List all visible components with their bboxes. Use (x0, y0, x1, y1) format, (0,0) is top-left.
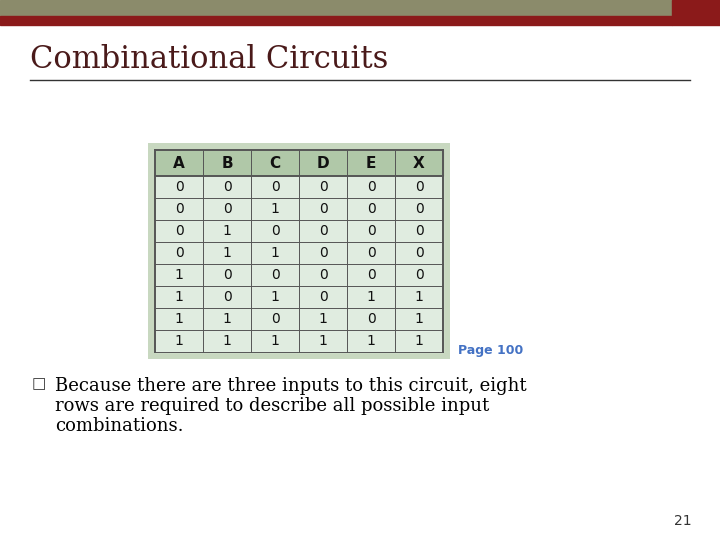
Text: 0: 0 (366, 224, 375, 238)
Bar (155, 308, 443, 330)
Text: 1: 1 (271, 334, 279, 348)
Text: 0: 0 (175, 224, 184, 238)
Text: 0: 0 (175, 180, 184, 194)
Text: 1: 1 (174, 268, 184, 282)
Text: 0: 0 (415, 268, 423, 282)
Text: 0: 0 (222, 290, 231, 304)
Text: 1: 1 (318, 312, 328, 326)
Text: 0: 0 (271, 224, 279, 238)
Text: 0: 0 (415, 246, 423, 260)
Text: combinations.: combinations. (55, 417, 184, 435)
Text: 1: 1 (366, 334, 375, 348)
Text: 1: 1 (318, 334, 328, 348)
Text: 0: 0 (222, 180, 231, 194)
Bar (155, 150, 443, 176)
Text: 0: 0 (319, 290, 328, 304)
Text: 0: 0 (271, 268, 279, 282)
Text: 0: 0 (175, 246, 184, 260)
Text: 1: 1 (415, 290, 423, 304)
Text: 1: 1 (415, 312, 423, 326)
Text: 1: 1 (174, 290, 184, 304)
Text: C: C (269, 156, 281, 171)
Text: E: E (366, 156, 376, 171)
Bar (155, 176, 443, 198)
Text: Combinational Circuits: Combinational Circuits (30, 44, 388, 75)
Bar (148, 143, 450, 359)
Text: 0: 0 (415, 180, 423, 194)
Text: Because there are three inputs to this circuit, eight: Because there are three inputs to this c… (55, 377, 526, 395)
Bar (155, 220, 443, 242)
Text: B: B (221, 156, 233, 171)
Text: 0: 0 (366, 246, 375, 260)
Text: 1: 1 (174, 312, 184, 326)
Text: 0: 0 (366, 312, 375, 326)
Text: 0: 0 (319, 202, 328, 216)
Text: 0: 0 (271, 312, 279, 326)
Text: 0: 0 (222, 268, 231, 282)
Text: rows are required to describe all possible input: rows are required to describe all possib… (55, 397, 490, 415)
Bar (155, 330, 443, 352)
Text: 21: 21 (675, 514, 692, 528)
Bar (672, 0, 720, 25)
Text: 0: 0 (319, 180, 328, 194)
Text: 1: 1 (366, 290, 375, 304)
Text: 0: 0 (415, 202, 423, 216)
Text: A: A (173, 156, 185, 171)
Text: 1: 1 (271, 202, 279, 216)
Text: 1: 1 (271, 290, 279, 304)
Text: D: D (317, 156, 329, 171)
Text: 0: 0 (222, 202, 231, 216)
Bar (155, 198, 443, 220)
Text: 1: 1 (222, 224, 231, 238)
Text: 0: 0 (319, 268, 328, 282)
Text: 0: 0 (366, 202, 375, 216)
Bar (0, 16, 672, 25)
Bar (155, 264, 443, 286)
Text: 1: 1 (222, 312, 231, 326)
Text: 0: 0 (366, 268, 375, 282)
Bar (0, 0, 672, 16)
Text: 1: 1 (271, 246, 279, 260)
Text: X: X (413, 156, 425, 171)
Text: 0: 0 (175, 202, 184, 216)
Bar (155, 242, 443, 264)
Text: 1: 1 (222, 334, 231, 348)
Text: 0: 0 (415, 224, 423, 238)
Text: 1: 1 (222, 246, 231, 260)
Text: 0: 0 (319, 224, 328, 238)
Text: 0: 0 (271, 180, 279, 194)
Bar (155, 286, 443, 308)
Text: □: □ (32, 377, 46, 391)
Text: 1: 1 (415, 334, 423, 348)
Text: 0: 0 (366, 180, 375, 194)
Text: Page 100: Page 100 (458, 344, 523, 357)
Text: 1: 1 (174, 334, 184, 348)
Text: 0: 0 (319, 246, 328, 260)
